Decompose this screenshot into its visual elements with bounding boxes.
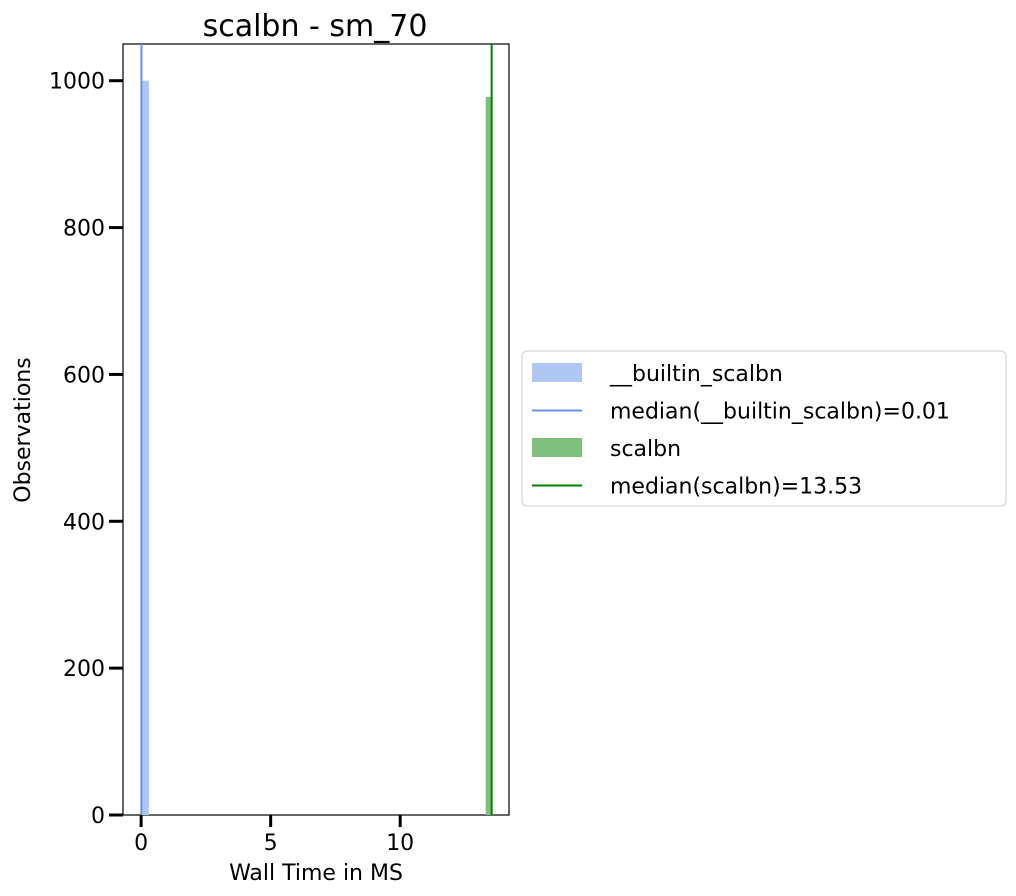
- legend-swatch-series-0: [532, 363, 582, 382]
- x-axis-label: Wall Time in MS: [229, 861, 403, 886]
- y-axis-label: Observations: [11, 357, 36, 502]
- chart-title: scalbn - sm_70: [203, 9, 428, 44]
- legend: __builtin_scalbn median(__builtin_scalbn)…: [521, 350, 1007, 507]
- y-tick-label-5: 1000: [49, 70, 105, 95]
- y-tick-label-0: 0: [91, 804, 105, 829]
- legend-label-median-1: median(scalbn)=13.53: [610, 475, 862, 500]
- y-tick-label-2: 400: [63, 510, 105, 535]
- plot-frame: [122, 43, 510, 816]
- x-axis-ticks: 0 5 10: [134, 815, 414, 856]
- legend-label-series-0: __builtin_scalbn: [609, 362, 783, 387]
- y-tick-label-1: 200: [63, 657, 105, 682]
- y-axis-ticks: 0 200 400 600 800 1000: [49, 70, 123, 829]
- y-tick-label-3: 600: [63, 363, 105, 388]
- legend-items: __builtin_scalbn median(__builtin_scalbn)…: [532, 362, 950, 500]
- legend-label-series-1: scalbn: [610, 437, 681, 462]
- legend-frame: [521, 350, 1007, 507]
- plot-area: [122, 43, 510, 816]
- x-tick-label-0: 0: [134, 831, 148, 856]
- median-lines-group: [140, 44, 493, 815]
- bar-series-0-bin-0: [141, 80, 149, 815]
- legend-label-median-0: median(__builtin_scalbn)=0.01: [610, 400, 950, 425]
- bar-series-1-bin-0: [485, 96, 493, 815]
- x-tick-label-2: 10: [386, 831, 414, 856]
- x-tick-label-1: 5: [264, 831, 278, 856]
- y-tick-label-4: 800: [63, 217, 105, 242]
- bars-group: [141, 80, 493, 815]
- legend-swatch-series-1: [532, 438, 582, 457]
